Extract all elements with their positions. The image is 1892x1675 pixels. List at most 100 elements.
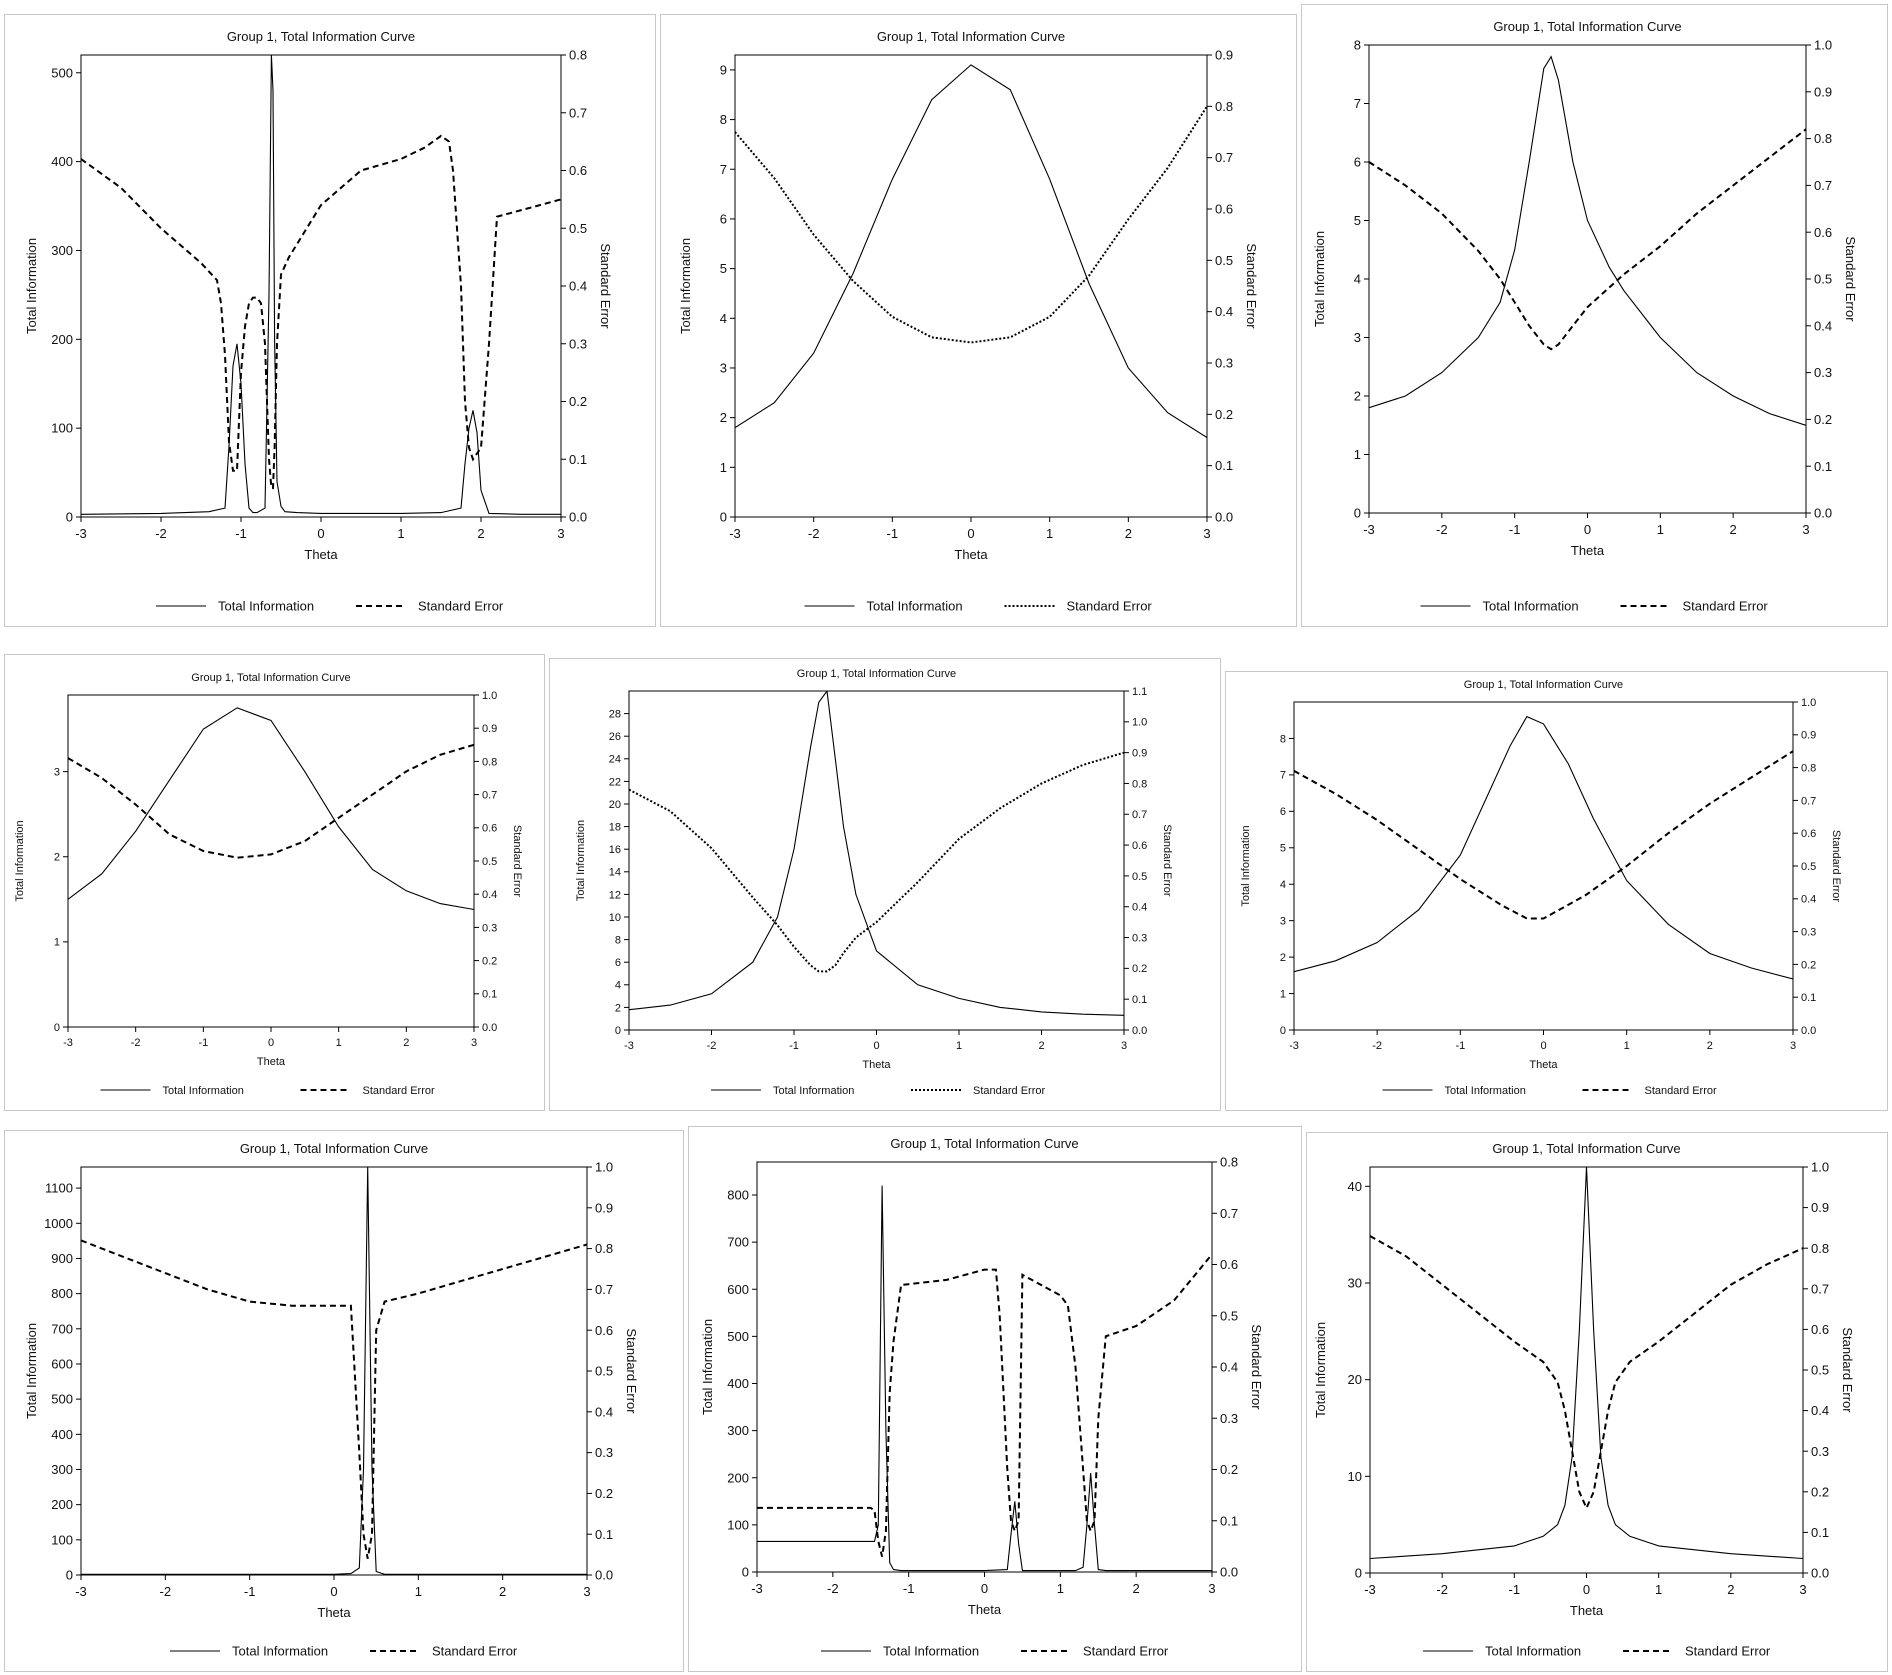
y2-tick-label: 0.3 <box>1814 365 1832 380</box>
y2-tick-label: 0.8 <box>1811 1241 1829 1256</box>
y2-tick-label: 0.5 <box>1132 871 1147 883</box>
x-tick-label: -2 <box>160 1584 172 1599</box>
y2-tick-label: 0.9 <box>1801 730 1816 742</box>
y-tick-label: 1000 <box>44 1216 73 1231</box>
legend-label-standard-error: Standard Error <box>418 599 504 614</box>
x-tick-label: 1 <box>1655 1582 1662 1597</box>
y2-tick-label: 0.4 <box>1814 318 1832 333</box>
x-tick-label: 3 <box>1802 522 1809 537</box>
y-tick-label: 0 <box>66 1568 73 1583</box>
y2-tick-label: 0.7 <box>1132 809 1147 821</box>
x-axis-label: Theta <box>257 1056 286 1068</box>
y-tick-label: 4 <box>720 311 727 326</box>
y2-tick-label: 0.0 <box>1814 506 1832 521</box>
y-tick-label: 900 <box>51 1251 73 1266</box>
chart-svg: Group 1, Total Information Curve -3 -2 -1 0 1… <box>678 29 1259 614</box>
y-tick-label: 0 <box>66 510 73 525</box>
y-tick-label: 8 <box>1280 733 1286 745</box>
y-tick-label: 300 <box>51 1462 73 1477</box>
y2-tick-label: 0.2 <box>1215 407 1233 422</box>
y2-tick-label: 0.0 <box>595 1568 613 1583</box>
y-axis-label: Total Information <box>24 238 39 334</box>
y2-tick-label: 0.5 <box>1215 253 1233 268</box>
legend-label-total-information: Total Information <box>218 599 314 614</box>
standard-error-line <box>1370 1235 1803 1511</box>
y2-tick-label: 0.4 <box>1132 902 1147 914</box>
chart-panel-5: Group 1, Total Information Curve -3 -2 -1 0 1… <box>549 658 1221 1111</box>
y2-tick-label: 0.7 <box>1215 150 1233 165</box>
x-tick-label: 0 <box>967 526 974 541</box>
y-axis-label: Total Information <box>14 820 26 901</box>
y-tick-label: 0 <box>1280 1025 1286 1037</box>
y-tick-label: 300 <box>727 1423 749 1438</box>
legend-label-standard-error: Standard Error <box>1083 1644 1169 1659</box>
legend-label-standard-error: Standard Error <box>1685 1644 1771 1659</box>
legend-label-total-information: Total Information <box>1483 599 1579 614</box>
y2-tick-label: 0.5 <box>1220 1308 1238 1323</box>
y-tick-label: 200 <box>727 1470 749 1485</box>
y-tick-label: 16 <box>609 844 621 856</box>
chart-svg: Group 1, Total Information Curve -3 -2 -1 0 1… <box>24 29 613 614</box>
chart-panel-6: Group 1, Total Information Curve -3 -2 -1 0 1… <box>1225 671 1888 1111</box>
standard-error-line <box>757 1253 1212 1557</box>
y2-tick-label: 0.5 <box>1801 861 1816 873</box>
x-tick-label: 3 <box>471 1037 477 1049</box>
y2-tick-label: 0.3 <box>595 1445 613 1460</box>
chart-title: Group 1, Total Information Curve <box>797 668 956 680</box>
y2-tick-label: 0.3 <box>1811 1444 1829 1459</box>
y2-tick-label: 0.0 <box>482 1022 497 1034</box>
y-tick-label: 600 <box>51 1357 73 1372</box>
chart-svg: Group 1, Total Information Curve -3 -2 -1 0 1… <box>1312 19 1858 614</box>
chart-title: Group 1, Total Information Curve <box>227 29 415 44</box>
y2-tick-label: 0.6 <box>482 823 497 835</box>
x-tick-label: -3 <box>751 1581 763 1596</box>
x-tick-label: 3 <box>1121 1040 1127 1052</box>
y2-tick-label: 0.3 <box>1801 926 1816 938</box>
y-tick-label: 800 <box>51 1286 73 1301</box>
y2-tick-label: 0.2 <box>569 394 587 409</box>
x-tick-label: 3 <box>1799 1582 1806 1597</box>
y-tick-label: 2 <box>1280 952 1286 964</box>
y-tick-label: 3 <box>1354 330 1361 345</box>
x-tick-label: -2 <box>1372 1040 1382 1052</box>
y-tick-label: 2 <box>54 852 60 864</box>
y-tick-label: 0 <box>720 510 727 525</box>
y2-tick-label: 0.6 <box>1220 1257 1238 1272</box>
x-tick-label: -3 <box>75 526 87 541</box>
chart-title: Group 1, Total Information Curve <box>240 1141 428 1156</box>
legend-label-standard-error: Standard Error <box>1067 599 1153 614</box>
x-tick-label: -1 <box>887 526 899 541</box>
y2-tick-label: 0.2 <box>1811 1484 1829 1499</box>
y-tick-label: 100 <box>51 1532 73 1547</box>
chart-svg: Group 1, Total Information Curve -3 -2 -1 0 1… <box>24 1141 639 1659</box>
y2-tick-label: 0.8 <box>1132 778 1147 790</box>
y-tick-label: 3 <box>720 361 727 376</box>
y-tick-label: 9 <box>720 62 727 77</box>
x-tick-label: 2 <box>1730 522 1737 537</box>
y2-tick-label: 0.6 <box>595 1323 613 1338</box>
y2-tick-label: 0.4 <box>569 279 587 294</box>
legend-label-total-information: Total Information <box>883 1644 979 1659</box>
y2-tick-label: 0.6 <box>1801 828 1816 840</box>
y-axis-label: Total Information <box>575 820 587 901</box>
x-tick-label: 0 <box>981 1581 988 1596</box>
chart-title: Group 1, Total Information Curve <box>1492 1141 1680 1156</box>
y2-tick-label: 0.8 <box>1801 762 1816 774</box>
chart-svg: Group 1, Total Information Curve -3 -2 -1 0 1… <box>14 672 523 1097</box>
y2-axis-label: Standard Error <box>1244 243 1259 329</box>
plot-frame <box>628 690 1125 1031</box>
y-tick-label: 4 <box>1354 272 1361 287</box>
legend-label-total-information: Total Information <box>1485 1644 1581 1659</box>
plot-frame <box>1368 44 1807 514</box>
y2-tick-label: 0.4 <box>1220 1360 1238 1375</box>
plot-frame <box>734 54 1208 518</box>
y2-tick-label: 1.0 <box>1801 697 1816 709</box>
y2-tick-label: 0.9 <box>1132 747 1147 759</box>
x-tick-label: 3 <box>1203 526 1210 541</box>
y2-tick-label: 0.1 <box>482 989 497 1001</box>
y-tick-label: 0 <box>1354 506 1361 521</box>
y-tick-label: 1 <box>1354 447 1361 462</box>
legend-label-total-information: Total Information <box>163 1085 244 1097</box>
x-tick-label: 1 <box>1057 1581 1064 1596</box>
